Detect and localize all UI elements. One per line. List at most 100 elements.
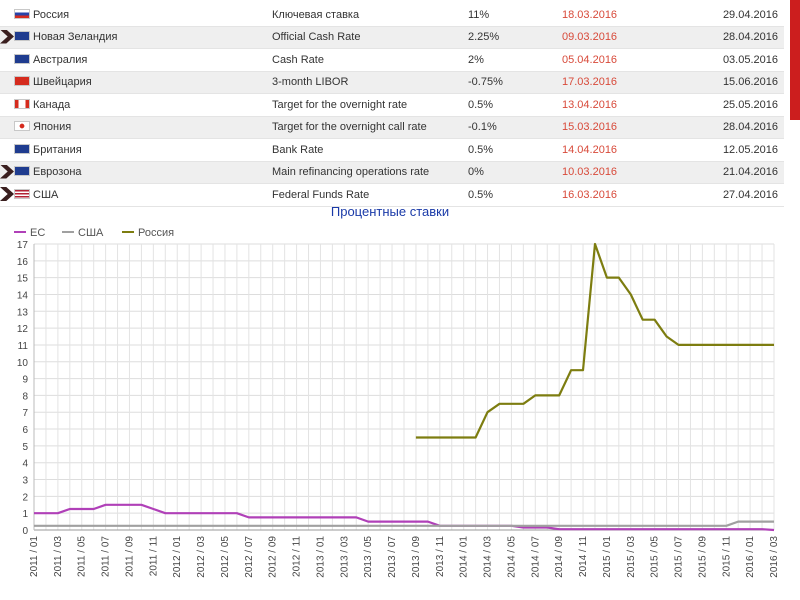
y-tick-label: 9 [22, 375, 28, 386]
change-date: 18.03.2016 [562, 4, 712, 27]
country-cell: Австралия [0, 48, 272, 72]
table-row: Япония Target for the overnight call rate… [0, 116, 784, 139]
next-meeting-date: 15.06.2016 [712, 71, 784, 94]
rate-value: 2.25% [468, 26, 562, 49]
rate-value: 0.5% [468, 183, 562, 207]
y-tick-label: 6 [22, 425, 28, 436]
x-tick-label: 2016 / 03 [769, 536, 780, 578]
table-row: Еврозона Main refinancing operations rate… [0, 161, 784, 184]
rates-table-body: Россия Ключевая ставка 11% 18.03.2016 29.04.… [0, 4, 784, 207]
y-tick-label: 14 [17, 290, 29, 301]
next-meeting-date: 25.05.2016 [712, 93, 784, 117]
next-meeting-date: 03.05.2016 [712, 48, 784, 72]
change-date: 05.04.2016 [562, 48, 712, 72]
change-date: 17.03.2016 [562, 71, 712, 94]
arrow-marker-icon [0, 164, 14, 179]
y-tick-label: 0 [22, 526, 28, 537]
next-meeting-date: 12.05.2016 [712, 138, 784, 162]
rate-value: 0.5% [468, 93, 562, 117]
next-meeting-date: 29.04.2016 [712, 4, 784, 27]
x-tick-label: 2012 / 09 [268, 536, 279, 578]
eu-flag-icon [14, 166, 30, 177]
table-row: Канада Target for the overnight rate 0.5% 1… [0, 93, 784, 117]
y-tick-label: 11 [18, 341, 29, 352]
y-tick-label: 2 [22, 492, 28, 503]
country-name: США [33, 188, 59, 201]
x-tick-label: 2013 / 01 [315, 536, 326, 578]
y-tick-label: 15 [17, 274, 29, 285]
au-flag-icon [14, 53, 30, 64]
table-row: Австралия Cash Rate 2% 05.04.2016 03.05.2016 [0, 48, 784, 72]
ca-flag-icon [14, 98, 30, 109]
uk-flag-icon [14, 143, 30, 154]
y-tick-label: 1 [22, 509, 28, 520]
next-meeting-date: 28.04.2016 [712, 26, 784, 49]
table-row: США Federal Funds Rate 0.5% 16.03.2016 27.04… [0, 183, 784, 207]
x-tick-label: 2013 / 07 [387, 536, 398, 578]
instrument-name: Cash Rate [272, 48, 468, 72]
instrument-name: Federal Funds Rate [272, 183, 468, 207]
x-tick-label: 2012 / 03 [196, 536, 207, 578]
x-tick-label: 2014 / 11 [578, 536, 589, 577]
x-tick-label: 2011 / 05 [77, 536, 88, 577]
x-tick-label: 2014 / 05 [506, 536, 517, 578]
x-tick-label: 2011 / 01 [29, 536, 40, 577]
rate-value: 2% [468, 48, 562, 72]
legend-label: ЕС [30, 227, 45, 239]
change-date: 14.04.2016 [562, 138, 712, 162]
next-meeting-date: 27.04.2016 [712, 183, 784, 207]
change-date: 13.04.2016 [562, 93, 712, 117]
series-line-usa [34, 520, 774, 527]
instrument-name: Official Cash Rate [272, 26, 468, 49]
x-tick-label: 2016 / 01 [745, 536, 756, 578]
country-cell: Британия [0, 138, 272, 162]
country-cell: Еврозона [0, 161, 272, 184]
rate-value: -0.1% [468, 116, 562, 139]
instrument-name: Bank Rate [272, 138, 468, 162]
x-tick-label: 2015 / 03 [626, 536, 637, 578]
country-name: Британия [33, 143, 82, 156]
x-tick-label: 2012 / 05 [220, 536, 231, 578]
x-tick-label: 2013 / 05 [363, 536, 374, 578]
country-cell: США [0, 183, 272, 207]
table-row: Новая Зеландия Official Cash Rate 2.25% 09.… [0, 26, 784, 49]
x-tick-label: 2013 / 03 [339, 536, 350, 578]
change-date: 10.03.2016 [562, 161, 712, 184]
x-tick-label: 2014 / 01 [459, 536, 470, 578]
chart-title: Процентные ставки [331, 204, 449, 219]
table-row: Россия Ключевая ставка 11% 18.03.2016 29.04.… [0, 4, 784, 27]
rate-value: 11% [468, 4, 562, 27]
legend-label: США [78, 227, 104, 239]
x-tick-label: 2015 / 09 [697, 536, 708, 578]
rate-value: 0% [468, 161, 562, 184]
country-name: Австралия [33, 53, 88, 66]
instrument-name: Target for the overnight call rate [272, 116, 468, 139]
accent-bar [790, 0, 800, 120]
table-row: Швейцария 3-month LIBOR -0.75% 17.03.2016 15… [0, 71, 784, 94]
x-tick-label: 2013 / 11 [435, 536, 446, 577]
y-tick-label: 8 [22, 391, 28, 402]
y-tick-label: 17 [17, 240, 29, 251]
rate-value: -0.75% [468, 71, 562, 94]
country-cell: Новая Зеландия [0, 26, 272, 49]
next-meeting-date: 21.04.2016 [712, 161, 784, 184]
jp-flag-icon [14, 121, 30, 132]
x-tick-label: 2012 / 07 [244, 536, 255, 578]
ru-flag-icon [14, 8, 30, 19]
x-tick-label: 2014 / 09 [554, 536, 565, 578]
x-tick-label: 2012 / 01 [172, 536, 183, 578]
y-tick-label: 10 [17, 358, 29, 369]
change-date: 16.03.2016 [562, 183, 712, 207]
country-name: Россия [33, 8, 70, 21]
nz-flag-icon [14, 31, 30, 42]
us-flag-icon [14, 188, 30, 199]
series-line-russia [415, 242, 774, 439]
series-line-eu [34, 503, 775, 532]
country-cell: Россия [0, 4, 272, 27]
x-tick-label: 2013 / 09 [411, 536, 422, 578]
country-cell: Япония [0, 116, 272, 139]
x-tick-label: 2011 / 11 [148, 536, 159, 577]
y-tick-label: 12 [17, 324, 29, 335]
country-cell: Швейцария [0, 71, 272, 94]
y-tick-label: 3 [22, 476, 28, 487]
